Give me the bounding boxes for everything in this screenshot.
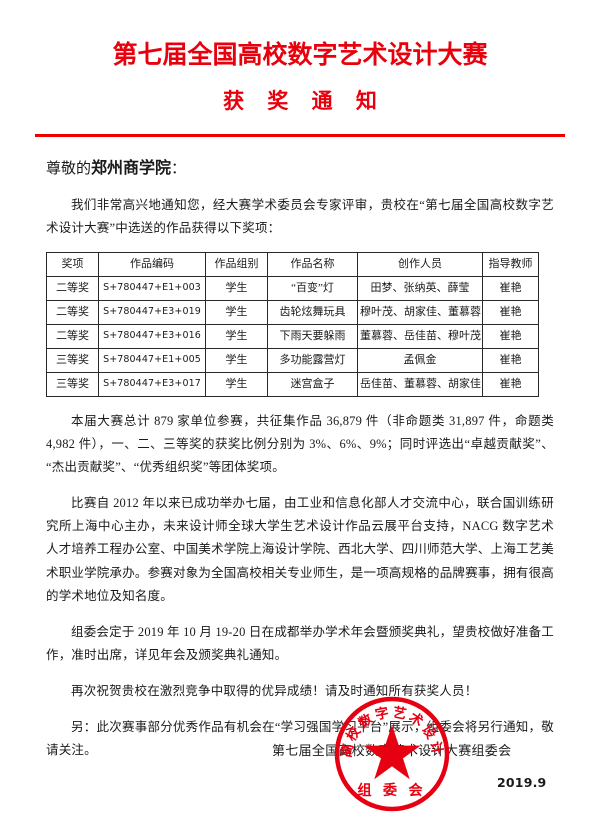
document-title: 第七届全国高校数字艺术设计大赛 xyxy=(112,42,488,69)
table-header-row: 奖项 作品编码 作品组别 作品名称 创作人员 指导教师 xyxy=(46,251,539,277)
recipient-school-name: 郑州商学院 xyxy=(91,157,172,177)
cell-prize: 三等奖 xyxy=(46,347,99,373)
column-header-group: 作品组别 xyxy=(205,251,268,277)
column-header-prize: 奖项 xyxy=(46,251,99,277)
cell-authors: 田梦、张纳英、薛莹 xyxy=(357,275,483,301)
column-header-code: 作品编码 xyxy=(98,251,206,277)
cell-work-name: 下雨天要躲雨 xyxy=(267,323,358,349)
cell-prize: 二等奖 xyxy=(46,299,99,325)
cell-prize: 三等奖 xyxy=(46,371,99,397)
cell-group: 学生 xyxy=(205,347,268,373)
cell-code: S+780447+E3+017 xyxy=(98,371,206,397)
cell-code: S+780447+E3+019 xyxy=(98,299,206,325)
column-header-teacher: 指导教师 xyxy=(482,251,539,277)
cell-group: 学生 xyxy=(205,323,268,349)
cell-teacher: 崔艳 xyxy=(482,347,539,373)
cell-teacher: 崔艳 xyxy=(482,371,539,397)
cell-work-name: 迷宫盒子 xyxy=(267,371,358,397)
paragraph-history: 比赛自 2012 年以来已成功举办七届，由工业和信息化部人才交流中心，联合国训练… xyxy=(46,496,555,603)
paragraph-congratulations: 再次祝贺贵校在激烈竞争中取得的优异成绩！请及时通知所有获奖人员！ xyxy=(71,684,478,699)
cell-work-name: 齿轮炫舞玩具 xyxy=(267,299,358,325)
cell-teacher: 崔艳 xyxy=(482,323,539,349)
cell-teacher: 崔艳 xyxy=(482,275,539,301)
table-row: 三等奖 S+780447+E3+017 学生 迷宫盒子 岳佳苗、董慕蓉、胡家佳 … xyxy=(46,371,539,397)
table-row: 三等奖 S+780447+E1+005 学生 多功能露营灯 孟佩金 崔艳 xyxy=(46,347,539,373)
table-row: 二等奖 S+780447+E3+016 学生 下雨天要躲雨 董慕蓉、岳佳苗、穆叶… xyxy=(46,323,539,349)
cell-group: 学生 xyxy=(205,371,268,397)
paragraph-ceremony: 组委会定于 2019 年 10 月 19-20 日在成都举办学术年会暨颁奖典礼，… xyxy=(46,624,554,662)
signature-date: 2019.9 xyxy=(497,775,547,790)
cell-authors: 董慕蓉、岳佳苗、穆叶茂 xyxy=(357,323,483,349)
cell-prize: 二等奖 xyxy=(46,323,99,349)
cell-code: S+780447+E1+005 xyxy=(98,347,206,373)
cell-work-name: “百变”灯 xyxy=(267,275,358,301)
salutation-prefix: 尊敬的 xyxy=(46,160,92,177)
cell-code: S+780447+E3+016 xyxy=(98,323,206,349)
salutation: 尊敬的郑州商学院： xyxy=(46,157,600,180)
paragraph-statistics: 本届大赛总计 879 家单位参赛，共征集作品 36,879 件（非命题类 31,… xyxy=(46,413,554,475)
cell-teacher: 崔艳 xyxy=(482,299,539,325)
table-row: 二等奖 S+780447+E3+019 学生 齿轮炫舞玩具 穆叶茂、胡家佳、董慕… xyxy=(46,299,539,325)
column-header-work-name: 作品名称 xyxy=(267,251,358,277)
salutation-suffix: ： xyxy=(171,160,187,177)
cell-code: S+780447+E1+003 xyxy=(98,275,206,301)
signature-block: 第七届全国高校数字艺术设计大赛组委会 2019.9 xyxy=(0,726,600,826)
paragraph-intro: 我们非常高兴地通知您，经大赛学术委员会专家评审，贵校在“第七届全国高校数字艺术设… xyxy=(46,197,554,235)
cell-authors: 穆叶茂、胡家佳、董慕蓉 xyxy=(357,299,483,325)
award-table: 奖项 作品编码 作品组别 作品名称 创作人员 指导教师 二等奖 S+780447… xyxy=(46,251,539,397)
cell-authors: 岳佳苗、董慕蓉、胡家佳 xyxy=(357,371,483,397)
document-subtitle: 获 奖 通 知 xyxy=(223,88,386,113)
table-row: 二等奖 S+780447+E1+003 学生 “百变”灯 田梦、张纳英、薛莹 崔… xyxy=(46,275,539,301)
header-divider xyxy=(35,133,565,137)
cell-authors: 孟佩金 xyxy=(357,347,483,373)
cell-prize: 二等奖 xyxy=(46,275,99,301)
cell-group: 学生 xyxy=(205,299,268,325)
column-header-authors: 创作人员 xyxy=(357,251,483,277)
cell-work-name: 多功能露营灯 xyxy=(267,347,358,373)
cell-group: 学生 xyxy=(205,275,268,301)
signature-organization: 第七届全国高校数字艺术设计大赛组委会 xyxy=(272,743,512,758)
